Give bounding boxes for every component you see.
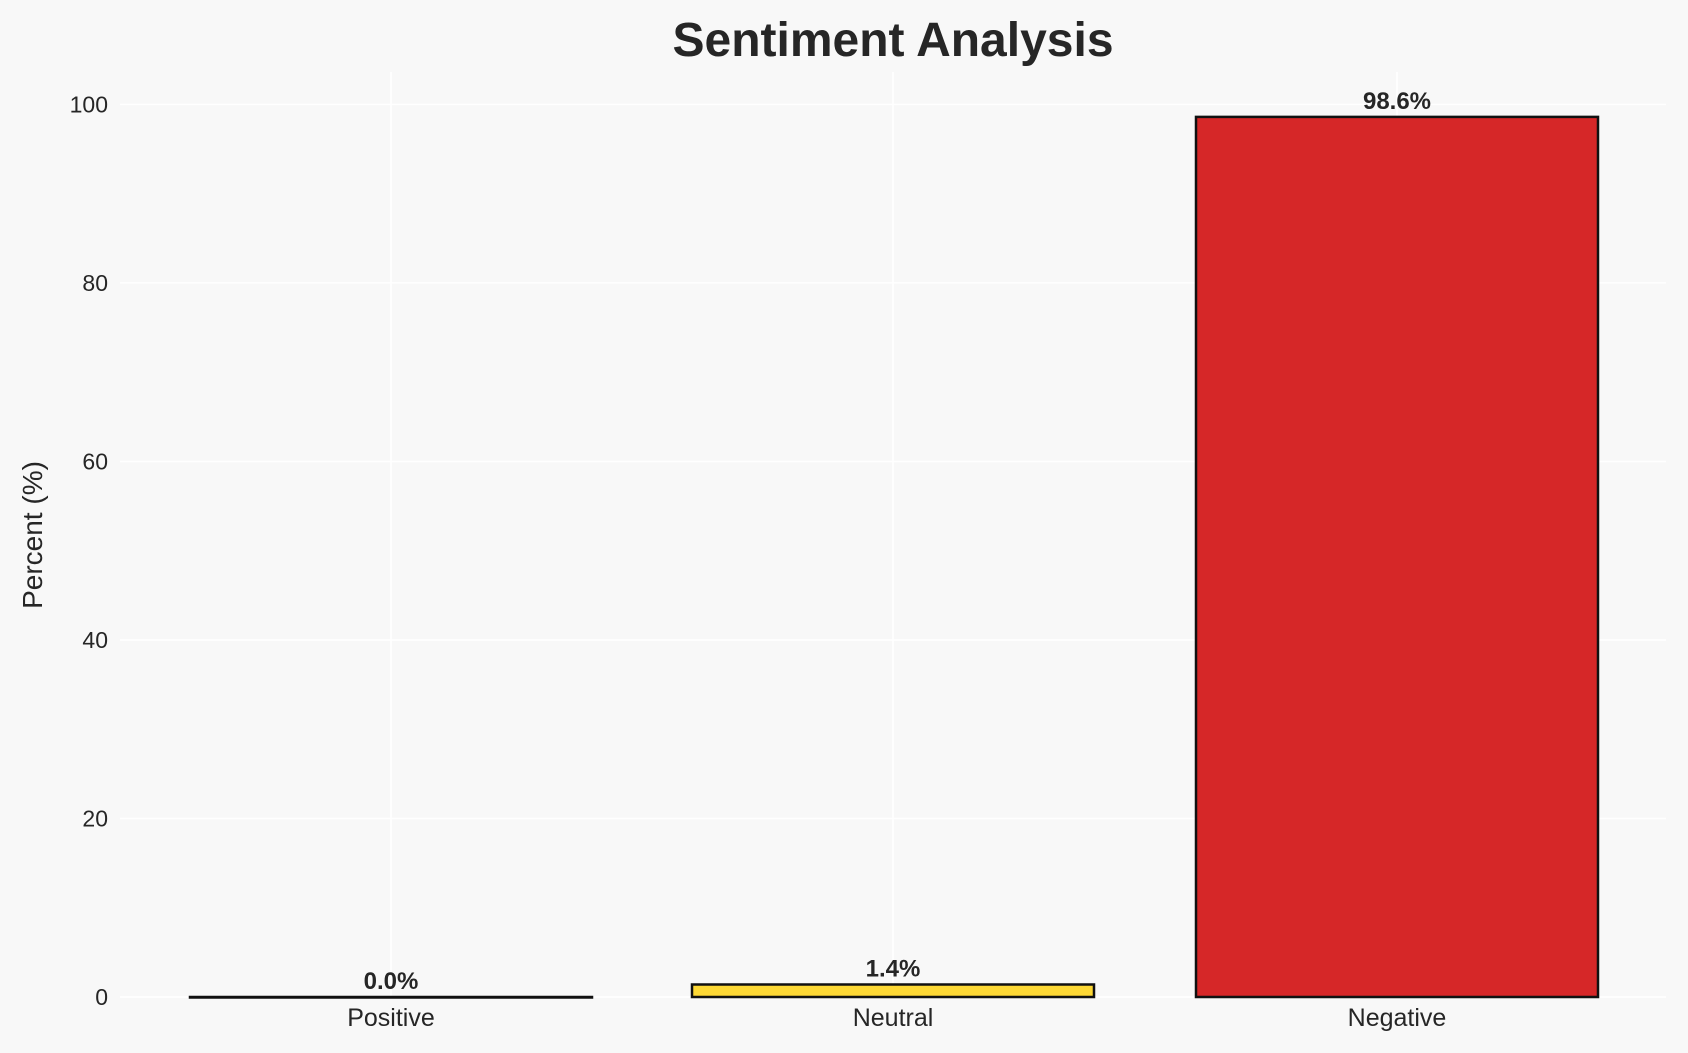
data-label-positive: 0.0% bbox=[364, 968, 419, 995]
bar-neutral bbox=[690, 983, 1096, 999]
y-tick-label: 40 bbox=[82, 627, 108, 653]
bars bbox=[188, 115, 1600, 999]
y-tick-label: 100 bbox=[70, 91, 108, 117]
y-tick-label: 20 bbox=[82, 805, 108, 831]
x-tick-label-negative: Negative bbox=[1348, 1004, 1447, 1032]
data-label-negative: 98.6% bbox=[1363, 88, 1431, 115]
chart-title: Sentiment Analysis bbox=[672, 14, 1113, 67]
bar-negative bbox=[1194, 115, 1600, 999]
bar-positive bbox=[188, 995, 594, 999]
labels: 0 20 40 60 80 100 0.0% Positive 1.4% Neutral 98.6%… bbox=[70, 88, 1447, 1032]
y-tick-label: 60 bbox=[82, 448, 108, 474]
data-label-neutral: 1.4% bbox=[866, 956, 921, 983]
y-tick-label: 80 bbox=[82, 270, 108, 296]
y-axis-label: Percent (%) bbox=[17, 461, 48, 609]
x-tick-label-neutral: Neutral bbox=[853, 1004, 934, 1032]
x-tick-label-positive: Positive bbox=[347, 1004, 435, 1032]
y-tick-label: 0 bbox=[95, 984, 108, 1010]
